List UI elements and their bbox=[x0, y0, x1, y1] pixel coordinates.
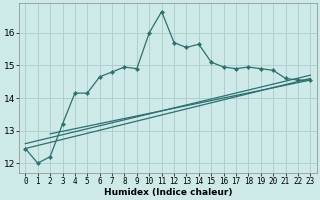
X-axis label: Humidex (Indice chaleur): Humidex (Indice chaleur) bbox=[104, 188, 232, 197]
